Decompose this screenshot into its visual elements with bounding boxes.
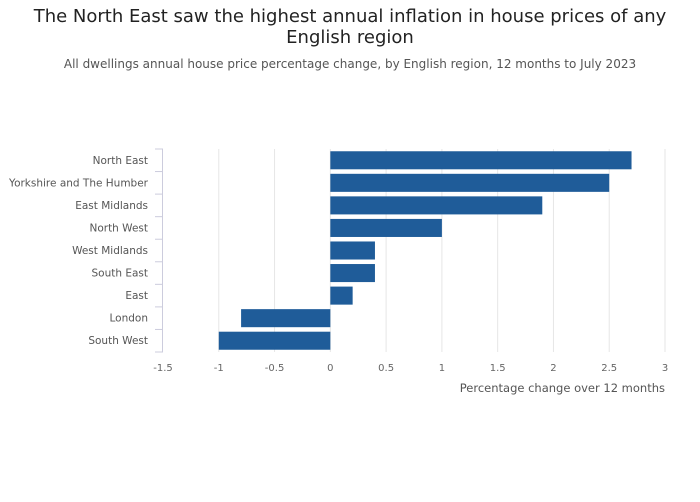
chart-subtitle: All dwellings annual house price percent… [63, 57, 637, 71]
x-tick-label: 3 [662, 363, 668, 374]
x-tick-labels: -1.5 -1 -0.5 0 0.5 1 1.5 2 2.5 3 [153, 363, 668, 374]
bar-east-midlands [330, 196, 543, 215]
x-tick-label: 2 [550, 363, 556, 374]
category-label: West Midlands [72, 245, 148, 257]
bar-south-west [218, 331, 331, 350]
category-label: North West [89, 222, 148, 234]
x-tick-label: -0.5 [265, 363, 285, 374]
bar-north-east [330, 151, 632, 170]
category-labels: North East Yorkshire and The Humber East M… [8, 155, 149, 347]
x-tick-label: -1 [214, 363, 224, 374]
category-label: East [125, 290, 148, 302]
x-tick-label: 2.5 [601, 363, 617, 374]
x-tick-label: 0 [327, 363, 333, 374]
bar-south-east [330, 264, 375, 283]
chart-title: The North East saw the highest annual in… [33, 6, 667, 48]
bars [218, 151, 632, 350]
bar-north-west [330, 218, 442, 237]
bar-yorkshire-and-the-humber [330, 173, 610, 192]
bar-west-midlands [330, 241, 375, 260]
bar-east [330, 286, 353, 305]
y-axis [155, 148, 163, 353]
category-label: South East [91, 268, 148, 280]
category-label: South West [88, 335, 148, 347]
bar-london [241, 309, 331, 328]
category-label: East Midlands [75, 200, 148, 212]
category-label: Yorkshire and The Humber [8, 177, 149, 189]
category-label: North East [93, 155, 148, 167]
x-axis-title: Percentage change over 12 months [460, 381, 665, 395]
x-tick-label: 1 [439, 363, 445, 374]
category-label: London [110, 313, 149, 325]
x-tick-label: 0.5 [378, 363, 394, 374]
x-tick-label: -1.5 [153, 363, 173, 374]
x-tick-label: 1.5 [490, 363, 506, 374]
